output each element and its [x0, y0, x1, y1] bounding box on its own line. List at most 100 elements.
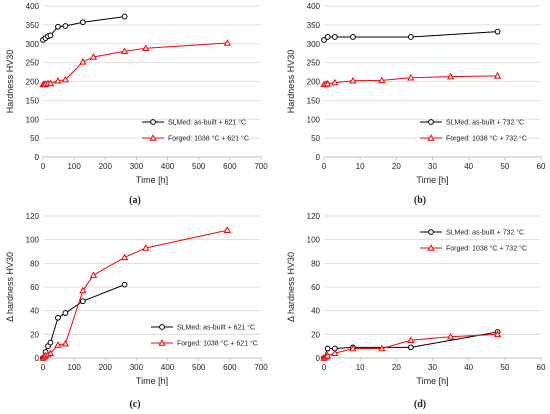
- data-point: [79, 58, 87, 65]
- data-point: [47, 339, 54, 346]
- x-tick-label: 0: [41, 363, 46, 372]
- y-tick-label: 60: [311, 283, 320, 292]
- x-tick-label: 700: [254, 363, 268, 372]
- x-tick-label: 50: [500, 363, 509, 372]
- y-tick-label: 100: [26, 236, 40, 245]
- x-axis-title: Time [h]: [136, 376, 168, 386]
- x-tick-label: 400: [161, 363, 175, 372]
- legend-label: SLMed: as-built + 732 °C: [446, 229, 524, 237]
- panel-label: (a): [129, 195, 141, 206]
- data-point: [120, 47, 129, 55]
- legend-marker: [158, 339, 166, 346]
- data-point: [142, 244, 150, 251]
- y-tick-label: 250: [26, 59, 40, 68]
- data-point: [89, 271, 98, 278]
- data-point: [79, 19, 86, 26]
- y-tick-label: 40: [311, 307, 320, 316]
- x-tick-label: 100: [67, 363, 81, 372]
- data-point: [349, 344, 357, 352]
- data-point: [331, 349, 339, 357]
- data-point: [331, 78, 339, 86]
- x-tick-label: 600: [223, 363, 237, 372]
- data-point: [323, 79, 332, 87]
- y-tick-label: 150: [26, 96, 40, 105]
- x-tick-label: 10: [356, 363, 365, 372]
- series-slm: [40, 13, 128, 43]
- data-point: [142, 44, 150, 52]
- data-point: [378, 76, 386, 84]
- data-point: [89, 53, 98, 60]
- x-tick-label: 500: [192, 363, 206, 372]
- data-point: [46, 79, 55, 87]
- data-point: [493, 72, 502, 79]
- y-tick-label: 400: [307, 2, 321, 11]
- x-tick-label: 20: [392, 162, 401, 171]
- x-axis-title: Time [h]: [416, 175, 448, 185]
- data-point: [321, 37, 327, 43]
- x-tick-label: 50: [500, 162, 509, 171]
- legend-label: Forged: 1038 °C + 732 °C: [446, 135, 527, 143]
- chart-panel-3: 0 20 40 60 80 100 120 0 100 200 300 400 500 600 700 Tim…: [5, 212, 268, 410]
- y-tick-label: 300: [26, 40, 40, 49]
- data-point: [446, 72, 455, 80]
- x-tick-label: 60: [537, 363, 546, 372]
- chart-panel-4: 0 20 40 60 80 100 120 0 10 20 30 40 50 60 Time [h] Δ ha…: [286, 212, 546, 410]
- x-tick-label: 40: [464, 162, 473, 171]
- legend-label: SLMed: as-built + 732 °C: [446, 119, 524, 127]
- y-tick-label: 60: [30, 283, 39, 292]
- series-line: [42, 42, 228, 85]
- chart-panel-2: 0 50 100 150 200 250 300 350 400 0 10 20 30 40 50 60 Tim…: [286, 2, 546, 206]
- x-tick-label: 10: [356, 162, 365, 171]
- legend-marker: [159, 324, 165, 330]
- data-point: [79, 286, 87, 294]
- y-tick-label: 50: [30, 134, 39, 143]
- legend-marker: [428, 229, 434, 235]
- data-point: [446, 332, 455, 340]
- legend-marker: [149, 134, 157, 141]
- series-forged: [320, 72, 502, 88]
- x-tick-label: 30: [428, 162, 437, 171]
- data-point: [61, 339, 70, 347]
- x-tick-label: 300: [130, 162, 144, 171]
- y-tick-label: 200: [307, 78, 321, 87]
- y-tick-label: 0: [35, 153, 40, 162]
- y-axis-title: Δ hardness HV30: [286, 252, 296, 322]
- chart-panel-1: 0 50 100 150 200 250 300 350 400 0 100 200 300 400 500…: [5, 2, 268, 206]
- legend: SLMed: as-built + 732 °C Forged: 1038 °C …: [420, 119, 527, 143]
- data-point: [407, 34, 414, 40]
- x-tick-label: 400: [161, 162, 175, 171]
- data-point: [407, 73, 415, 81]
- data-point: [46, 349, 55, 357]
- y-tick-label: 400: [26, 2, 40, 11]
- series-line: [42, 229, 228, 359]
- data-point: [223, 226, 232, 233]
- x-tick-label: 0: [322, 162, 327, 171]
- x-tick-label: 200: [99, 363, 113, 372]
- y-tick-label: 100: [307, 236, 321, 245]
- panel-label: (c): [129, 399, 140, 410]
- y-tick-label: 200: [26, 78, 40, 87]
- y-tick-label: 100: [26, 115, 40, 124]
- x-tick-label: 100: [67, 162, 81, 171]
- legend-label: Forged: 1038 °C + 732 °C: [446, 245, 527, 253]
- y-tick-label: 300: [307, 40, 321, 49]
- legend-label: SLMed: as-built + 621 °C: [177, 324, 255, 332]
- series-forged: [320, 330, 502, 361]
- x-tick-label: 0: [41, 162, 46, 171]
- data-point: [54, 76, 62, 84]
- y-tick-label: 20: [30, 330, 39, 339]
- legend: SLMed: as-built + 732 °C Forged: 1038 °C …: [420, 229, 527, 253]
- data-point: [62, 23, 69, 29]
- y-tick-label: 100: [307, 115, 321, 124]
- data-point: [55, 23, 61, 30]
- y-tick-label: 40: [30, 307, 39, 316]
- x-tick-label: 30: [428, 363, 437, 372]
- data-point: [223, 39, 232, 46]
- x-tick-label: 200: [99, 162, 113, 171]
- data-point: [324, 345, 331, 352]
- legend: SLMed: as-built + 621 °C Forged: 1038 °C …: [142, 119, 249, 143]
- data-point: [350, 34, 356, 40]
- y-axis-title: Δ hardness HV30: [5, 252, 15, 322]
- x-tick-label: 20: [392, 363, 401, 372]
- y-tick-label: 120: [307, 212, 321, 221]
